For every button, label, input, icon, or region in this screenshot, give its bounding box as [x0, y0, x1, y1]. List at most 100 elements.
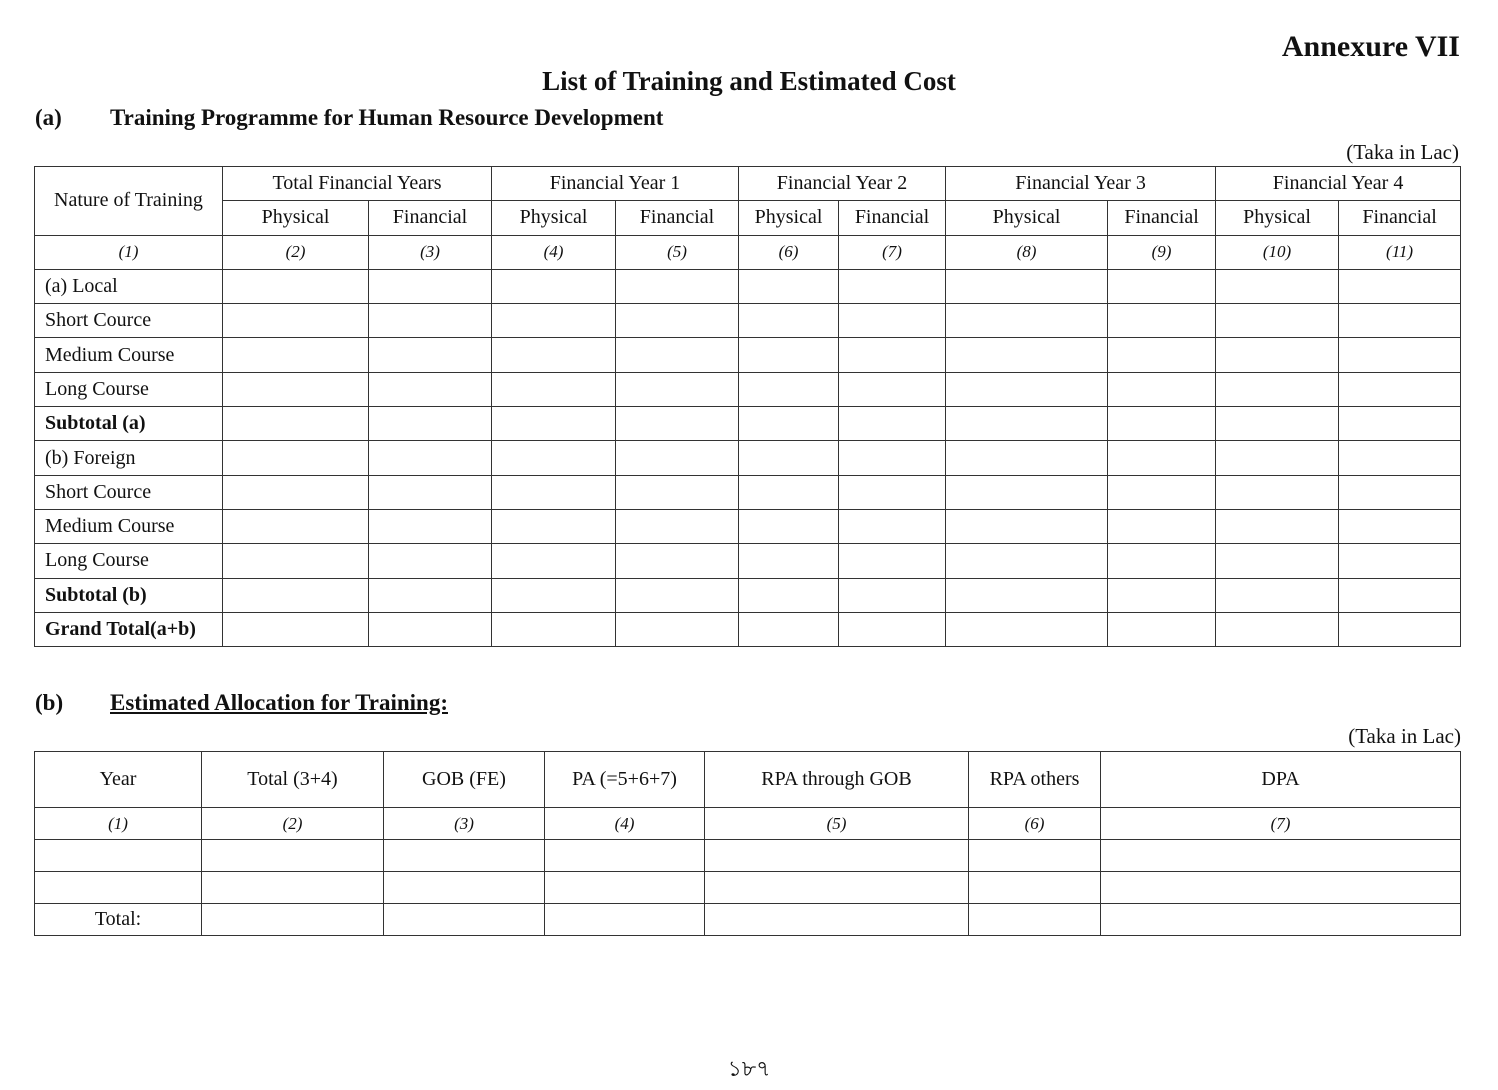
data-cell	[201, 903, 384, 936]
data-cell	[738, 474, 840, 510]
data-cell	[1107, 508, 1217, 545]
data-cell	[1338, 508, 1462, 545]
header-group: Financial Year 1	[491, 165, 740, 202]
table-row	[34, 871, 1461, 904]
table-row: Grand Total(a+b)	[34, 611, 1462, 648]
column-number: (8)	[945, 234, 1109, 270]
data-cell	[615, 474, 740, 510]
data-cell	[1100, 871, 1461, 904]
column-number: (5)	[615, 234, 740, 270]
header-cell: RPA others	[968, 751, 1101, 808]
data-cell	[738, 371, 840, 408]
data-cell	[738, 611, 840, 648]
column-number: (6)	[738, 234, 840, 270]
header-cell: DPA	[1100, 751, 1461, 808]
data-cell	[1107, 577, 1217, 613]
section-b-label: (b)	[35, 690, 64, 715]
data-cell	[1107, 268, 1217, 305]
header-financial: Financial	[367, 200, 493, 236]
table-row: Long Course	[34, 371, 1462, 408]
data-cell	[222, 337, 369, 373]
data-cell	[738, 508, 840, 545]
column-number: (1)	[34, 807, 202, 840]
data-cell	[34, 871, 202, 904]
row-label: Short Cource	[34, 303, 223, 339]
training-table: Nature of Training Total Financial Years F…	[34, 165, 1462, 648]
data-cell	[1107, 406, 1217, 442]
table-row: (a) Local	[34, 268, 1462, 305]
header-physical: Physical	[945, 200, 1109, 236]
column-number: (2)	[201, 807, 384, 840]
data-cell	[1215, 303, 1340, 339]
data-cell	[367, 406, 493, 442]
column-number: (4)	[491, 234, 617, 270]
data-cell	[1215, 577, 1340, 613]
data-cell	[1107, 303, 1217, 339]
data-cell	[491, 611, 617, 648]
column-number-row: (1) (2) (3) (4) (5) (6) (7)	[34, 807, 1461, 840]
data-cell	[491, 543, 617, 579]
data-cell	[945, 303, 1109, 339]
column-number: (2)	[222, 234, 369, 270]
data-cell	[222, 406, 369, 442]
data-cell	[1338, 440, 1462, 476]
row-label: (a) Local	[34, 268, 223, 305]
data-cell	[1338, 406, 1462, 442]
data-cell	[1100, 903, 1461, 936]
data-cell	[615, 337, 740, 373]
data-cell	[544, 871, 705, 904]
data-cell	[383, 871, 545, 904]
data-cell	[968, 839, 1101, 872]
column-number: (9)	[1107, 234, 1217, 270]
data-cell	[544, 839, 705, 872]
row-label: Long Course	[34, 371, 223, 408]
row-label: Subtotal (b)	[34, 577, 223, 613]
header-financial: Financial	[615, 200, 740, 236]
data-cell	[491, 303, 617, 339]
section-a-title: Training Programme for Human Resource De…	[110, 105, 664, 130]
data-cell	[838, 337, 947, 373]
data-cell	[1215, 508, 1340, 545]
table-row: Subtotal (a)	[34, 406, 1462, 442]
data-cell	[1338, 543, 1462, 579]
row-label: Short Cource	[34, 474, 223, 510]
data-cell	[838, 508, 947, 545]
data-cell	[615, 577, 740, 613]
data-cell	[1107, 371, 1217, 408]
data-cell	[968, 871, 1101, 904]
header-group: Financial Year 3	[945, 165, 1217, 202]
table-row: Medium Course	[34, 337, 1462, 373]
header-row: Year Total (3+4) GOB (FE) PA (=5+6+7) RPA th…	[34, 751, 1461, 808]
data-cell	[34, 839, 202, 872]
column-number: (3)	[383, 807, 545, 840]
data-cell	[838, 543, 947, 579]
data-cell	[491, 577, 617, 613]
data-cell	[615, 611, 740, 648]
header-financial: Financial	[1107, 200, 1217, 236]
data-cell	[615, 303, 740, 339]
row-label: Medium Course	[34, 337, 223, 373]
data-cell	[945, 440, 1109, 476]
section-a-unit: (Taka in Lac)	[1346, 140, 1459, 164]
data-cell	[383, 903, 545, 936]
header-cell: Year	[34, 751, 202, 808]
column-number: (1)	[34, 234, 223, 270]
header-group: Financial Year 4	[1215, 165, 1462, 202]
column-number: (11)	[1338, 234, 1462, 270]
data-cell	[838, 371, 947, 408]
annexure-label: Annexure VII	[1281, 30, 1460, 63]
data-cell	[968, 903, 1101, 936]
data-cell	[738, 543, 840, 579]
data-cell	[367, 508, 493, 545]
total-row: Total:	[34, 903, 1461, 936]
header-cell: Total (3+4)	[201, 751, 384, 808]
section-b-unit: (Taka in Lac)	[1348, 724, 1461, 748]
data-cell	[367, 268, 493, 305]
data-cell	[945, 611, 1109, 648]
data-cell	[1215, 268, 1340, 305]
data-cell	[1338, 303, 1462, 339]
data-cell	[738, 268, 840, 305]
table-row: (b) Foreign	[34, 440, 1462, 476]
table-row: Long Course	[34, 543, 1462, 579]
